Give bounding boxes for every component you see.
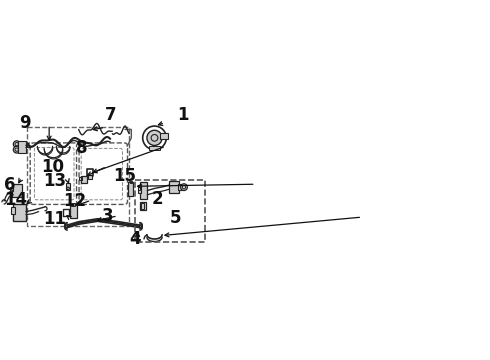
Text: 6: 6 bbox=[4, 176, 16, 194]
Text: 5: 5 bbox=[170, 209, 181, 227]
Bar bbox=[138, 187, 140, 190]
Text: 13: 13 bbox=[43, 172, 66, 190]
Bar bbox=[79, 177, 82, 180]
Bar bbox=[141, 203, 145, 209]
Bar bbox=[11, 207, 15, 214]
Text: 12: 12 bbox=[63, 192, 86, 210]
Text: 4: 4 bbox=[129, 230, 141, 248]
Bar bbox=[81, 176, 87, 183]
Bar bbox=[178, 184, 182, 190]
Bar bbox=[19, 141, 26, 153]
Bar bbox=[10, 187, 13, 191]
Circle shape bbox=[13, 146, 20, 153]
Bar bbox=[13, 204, 26, 221]
Text: 1: 1 bbox=[177, 106, 189, 124]
Bar bbox=[160, 133, 169, 139]
Text: 9: 9 bbox=[19, 114, 30, 132]
Bar bbox=[72, 203, 75, 206]
Bar bbox=[70, 204, 77, 218]
Text: 3: 3 bbox=[102, 207, 114, 225]
Bar bbox=[169, 181, 178, 193]
Circle shape bbox=[13, 141, 20, 148]
Text: 10: 10 bbox=[42, 158, 65, 176]
Bar bbox=[135, 180, 205, 242]
Bar bbox=[88, 175, 92, 179]
Bar bbox=[140, 182, 147, 199]
Bar bbox=[12, 184, 22, 197]
Circle shape bbox=[147, 130, 162, 145]
Text: 8: 8 bbox=[76, 139, 87, 157]
Text: 14: 14 bbox=[4, 191, 27, 209]
Bar bbox=[128, 182, 133, 195]
Text: 7: 7 bbox=[104, 106, 116, 124]
Bar bbox=[138, 185, 141, 193]
Circle shape bbox=[181, 184, 187, 190]
Text: 2: 2 bbox=[151, 190, 163, 208]
Bar bbox=[66, 183, 70, 190]
Text: 11: 11 bbox=[43, 210, 66, 228]
Bar bbox=[149, 146, 160, 150]
Text: 15: 15 bbox=[114, 167, 137, 185]
Bar bbox=[140, 202, 146, 210]
Bar bbox=[130, 181, 132, 183]
